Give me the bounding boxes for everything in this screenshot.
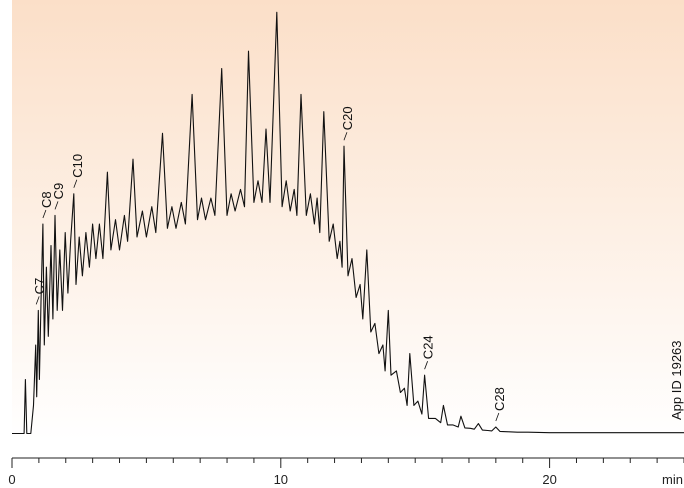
peak-label-text: C8	[39, 191, 54, 208]
peak-leader-line	[35, 296, 40, 305]
app-id-annotation: App ID 19263	[669, 340, 684, 420]
peak-leader-line	[42, 209, 47, 219]
x-axis: 0 10 20 min	[8, 457, 684, 487]
x-axis-unit-label: min	[662, 472, 683, 487]
peak-label-c8: C8	[39, 191, 54, 219]
peak-label-c20: C20	[340, 106, 355, 141]
x-tick-label: 10	[274, 472, 288, 487]
peak-label-text: C24	[421, 335, 436, 359]
peak-label-text: C9	[51, 183, 66, 200]
peak-label-text: C7	[32, 278, 47, 295]
peak-label-c9: C9	[51, 183, 66, 210]
peak-leader-line	[495, 412, 500, 422]
peak-label-c24: C24	[421, 335, 436, 370]
series-line	[12, 11, 684, 435]
peak-label-c7: C7	[32, 278, 47, 305]
peak-label-c28: C28	[492, 387, 507, 422]
x-tick-label: 20	[542, 472, 556, 487]
peak-leader-line	[424, 361, 428, 370]
peak-label-text: C10	[70, 154, 85, 178]
peak-label-c10: C10	[70, 154, 85, 188]
x-tick-label: 0	[8, 472, 15, 487]
peak-label-text: C28	[492, 387, 507, 411]
peak-leader-line	[73, 179, 78, 188]
peak-leader-line	[343, 132, 348, 141]
trace-layer	[12, 11, 684, 435]
plot-background	[12, 0, 684, 440]
peak-leader-line	[54, 201, 59, 210]
peak-label-text: C20	[340, 106, 355, 130]
